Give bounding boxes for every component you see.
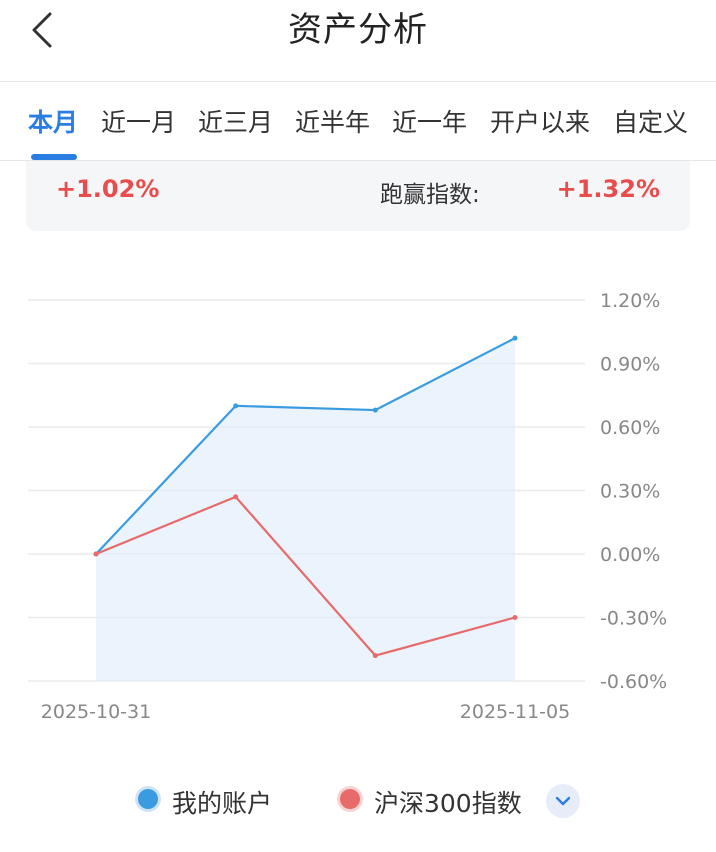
data-point-index <box>372 653 378 659</box>
my-return-value: +1.02% <box>56 175 160 203</box>
area-my-account <box>96 338 515 681</box>
x-tick-label: 2025-10-31 <box>41 701 151 723</box>
tab-last-three-months[interactable]: 近三月 <box>198 108 274 137</box>
active-tab-indicator <box>31 154 77 160</box>
back-button[interactable] <box>26 8 66 52</box>
data-point-my-account <box>512 335 518 341</box>
header: 资产分析 <box>0 0 716 82</box>
period-tabs: 本月 近一月 近三月 近半年 近一年 开户以来 自定义 <box>0 83 716 161</box>
chevron-left-icon <box>32 12 52 48</box>
tab-since-opening[interactable]: 开户以来 <box>490 108 591 137</box>
legend-dot-my-account <box>138 789 158 809</box>
legend-dropdown-button[interactable] <box>546 784 580 818</box>
tab-custom[interactable]: 自定义 <box>613 108 689 137</box>
y-tick-label: -0.30% <box>600 608 667 630</box>
y-tick-label: -0.60% <box>600 671 667 693</box>
tab-last-year[interactable]: 近一年 <box>392 108 468 137</box>
y-tick-label: 0.60% <box>600 417 660 439</box>
chart-legend: 我的账户 沪深300指数 <box>0 776 716 826</box>
data-point-index <box>512 615 518 620</box>
beat-index-value: +1.32% <box>556 175 660 203</box>
y-tick-label: 0.00% <box>600 544 660 566</box>
series-line-index <box>95 495 516 657</box>
y-tick-label: 0.30% <box>600 481 660 503</box>
legend-label-index[interactable]: 沪深300指数 <box>374 789 522 818</box>
data-point-my-account <box>233 403 239 409</box>
legend-dot-index <box>340 789 360 809</box>
tab-last-month[interactable]: 近一月 <box>101 108 177 137</box>
return-summary-card: +1.02% 跑赢指数: +1.32% <box>26 161 690 231</box>
x-tick-label: 2025-11-05 <box>460 701 570 723</box>
page-title: 资产分析 <box>288 10 428 50</box>
y-tick-label: 0.90% <box>600 354 660 376</box>
data-point-my-account <box>372 407 378 413</box>
series-line-my-account <box>95 337 516 555</box>
tab-last-half-year[interactable]: 近半年 <box>295 108 371 137</box>
data-point-index <box>233 494 239 500</box>
data-point-index <box>93 551 99 557</box>
beat-index-label: 跑赢指数: <box>380 182 480 208</box>
tab-this-month[interactable]: 本月 <box>28 108 79 137</box>
chevron-down-icon <box>555 796 571 806</box>
return-chart: 1.20% 0.90% 0.60% 0.30% 0.00% -0.30% -0.60% 202… <box>28 290 667 723</box>
y-tick-label: 1.20% <box>600 290 660 312</box>
legend-label-my-account: 我的账户 <box>172 789 273 818</box>
